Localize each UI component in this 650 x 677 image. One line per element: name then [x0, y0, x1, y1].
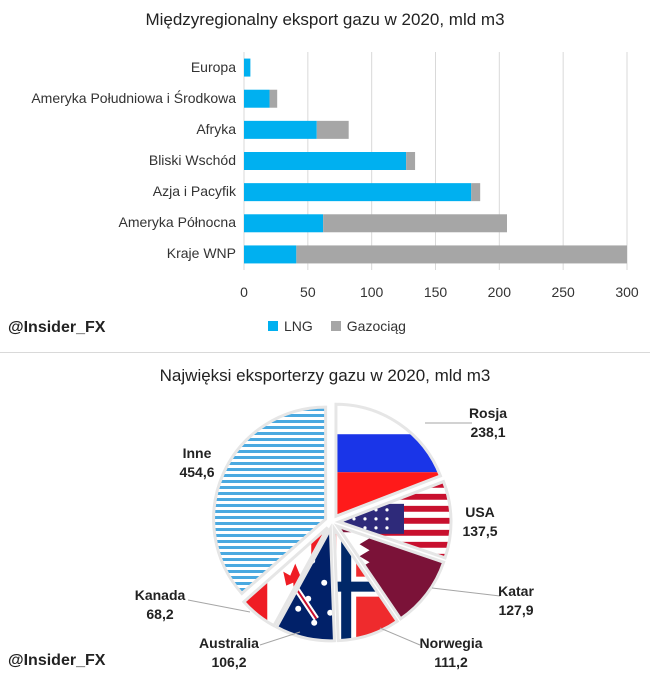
category-label-europa: Europa — [190, 58, 236, 75]
bar-pipeline-kraje-wnp — [296, 245, 627, 264]
bar-lng-ameryka-poludniowa-i-srodkowa — [244, 89, 270, 108]
category-label-bliski-wschod: Bliski Wschód — [148, 152, 236, 168]
pie-label-name: Inne — [182, 445, 212, 461]
pie-label-value: 238,1 — [470, 424, 506, 440]
bar-chart-title: Międzyregionalny eksport gazu w 2020, ml… — [145, 10, 505, 29]
x-tick-label: 50 — [300, 284, 316, 300]
pie-label-value: 137,5 — [462, 523, 498, 539]
bar-pipeline-ameryka-poludniowa-i-srodkowa — [269, 89, 278, 108]
leader-line-kanada — [187, 599, 251, 613]
bar-chart — [243, 52, 628, 270]
legend-label-pipeline: Gazociąg — [346, 318, 406, 334]
pie-slice-australia — [274, 523, 336, 643]
category-label-ameryka-polnocna: Ameryka Północna — [118, 214, 236, 231]
pie-slice-norwegia — [332, 523, 400, 643]
pie-label-rosja: Rosja 238,1 — [448, 404, 528, 442]
bar-lng-kraje-wnp — [244, 245, 297, 264]
x-tick-label: 150 — [423, 284, 448, 300]
pie-label-kanada: Kanada 68,2 — [120, 586, 200, 624]
pie-label-value: 111,2 — [434, 654, 468, 670]
pie-label-value: 106,2 — [211, 654, 247, 670]
bar-lng-bliski-wschod — [244, 152, 407, 170]
bar-pipeline-azja-i-pacyfik — [471, 183, 481, 202]
legend-label-lng: LNG — [284, 318, 313, 334]
pie-label-name: Australia — [199, 635, 259, 651]
leader-line-norwegia — [379, 627, 421, 646]
x-tick-label: 0 — [240, 284, 248, 300]
bar-lng-afryka — [244, 120, 317, 139]
pie-slice-usa — [334, 479, 453, 560]
pie-slice-kanada — [241, 526, 329, 628]
legend-swatch-lng — [268, 321, 278, 331]
pie-chart-title: Najwięksi eksporterzy gazu w 2020, mld m… — [159, 366, 491, 385]
leader-line-australia — [259, 631, 301, 646]
category-label-kraje-wnp: Kraje WNP — [166, 245, 236, 262]
pie-label-name: USA — [465, 504, 495, 520]
bar-pipeline-ameryka-polnocna — [323, 214, 507, 233]
pie-label-name: Kanada — [134, 587, 186, 603]
x-tick-label: 200 — [487, 284, 511, 300]
category-label-afryka: Afryka — [196, 120, 236, 137]
pie-label-name: Norwegia — [419, 635, 483, 651]
section-divider — [0, 352, 650, 353]
legend-swatch-pipeline — [330, 321, 341, 331]
bar-chart-legend: LNG Gazociąg — [268, 318, 406, 334]
leader-line-katar — [431, 587, 501, 597]
bar-pipeline-bliski-wschod — [406, 152, 416, 170]
legend-item-lng: LNG — [268, 318, 313, 334]
pie-slice-inne — [212, 405, 328, 596]
pie-label-australia: Australia 106,2 — [189, 634, 269, 672]
pie-label-inne: Inne 454,6 — [157, 444, 237, 482]
watermark-bottom: @Insider_FX — [8, 652, 106, 669]
category-label-azja-i-pacyfik: Azja i Pacyfik — [152, 183, 236, 200]
bar-lng-ameryka-polnocna — [244, 214, 324, 233]
pie-label-value: 68,2 — [146, 606, 174, 622]
pie-label-usa: USA 137,5 — [440, 503, 520, 541]
pie-label-name: Rosja — [468, 405, 508, 421]
bar-pipeline-afryka — [316, 120, 349, 139]
x-tick-label: 100 — [359, 284, 384, 300]
pie-label-norwegia: Norwegia 111,2 — [411, 634, 491, 672]
x-tick-label: 300 — [615, 284, 639, 300]
category-label-ameryka-poludniowa-i-srodkowa: Ameryka Południowa i Środkowa — [31, 89, 236, 106]
watermark-top: @Insider_FX — [8, 319, 106, 336]
pie-label-name: Katar — [498, 583, 534, 599]
x-tick-label: 250 — [551, 284, 575, 300]
pie-label-value: 454,6 — [179, 464, 215, 480]
bar-lng-azja-i-pacyfik — [244, 183, 472, 202]
legend-item-pipeline: Gazociąg — [330, 318, 406, 334]
pie-slice-katar — [333, 523, 446, 621]
pie-slice-rosja — [334, 402, 443, 519]
pie-label-value: 127,9 — [498, 602, 534, 618]
bar-lng-europa — [244, 58, 251, 77]
pie-label-katar: Katar 127,9 — [476, 582, 556, 620]
